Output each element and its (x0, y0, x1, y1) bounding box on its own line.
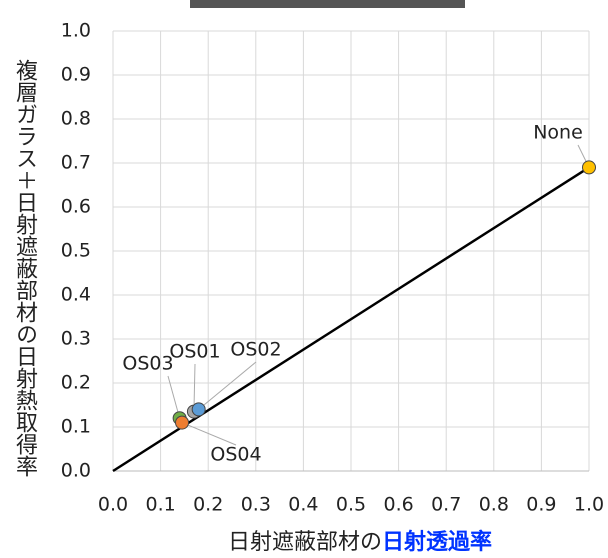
y-tick-label: 0.7 (61, 152, 91, 174)
x-tick-label: 0.6 (383, 494, 413, 516)
point (176, 416, 189, 429)
x-axis-title-emphasis: 日射透過率 (382, 529, 492, 555)
x-tick-label: 1.0 (574, 494, 604, 516)
x-axis-title: 日射遮蔽部材の日射透過率 (228, 529, 492, 555)
point-label: OS03 (122, 353, 173, 375)
x-tick-label: 0.3 (241, 494, 271, 516)
image-fragment (190, 0, 465, 8)
y-tick-label: 0.3 (61, 328, 91, 350)
point (583, 161, 596, 174)
y-tick-label: 0.6 (61, 196, 91, 218)
y-tick-label: 0.2 (61, 372, 91, 394)
x-tick-label: 0.7 (431, 494, 461, 516)
y-tick-label: 0.4 (61, 284, 91, 306)
point-label: OS04 (210, 444, 261, 466)
leader-line (182, 423, 236, 445)
point-label: OS01 (169, 341, 220, 363)
x-tick-label: 0.5 (336, 494, 366, 516)
y-tick-label: 1.0 (61, 20, 91, 42)
x-tick-label: 0.0 (98, 494, 128, 516)
point-label: None (533, 122, 583, 144)
chart: 複層ガラス＋日射遮蔽部材の日射熱取得率 日射遮蔽部材の日射透過率 0.0 0.1 0… (0, 0, 608, 558)
x-tick-label: 0.1 (145, 494, 175, 516)
x-tick-label: 0.9 (526, 494, 556, 516)
point (192, 403, 205, 416)
x-tick-label: 0.8 (479, 494, 509, 516)
y-tick-label: 0.5 (61, 240, 91, 262)
x-axis-title-part: 日射遮蔽部材の (228, 530, 382, 555)
x-tick-label: 0.2 (193, 494, 223, 516)
x-tick-label: 0.4 (288, 494, 318, 516)
point-label: OS02 (230, 339, 281, 361)
y-tick-label: 0.1 (61, 416, 91, 438)
y-axis-title: 複層ガラス＋日射遮蔽部材の日射熱取得率 (12, 59, 38, 477)
y-tick-label: 0.9 (61, 64, 91, 86)
y-tick-label: 0.8 (61, 108, 91, 130)
y-tick-label: 0.0 (61, 460, 91, 482)
